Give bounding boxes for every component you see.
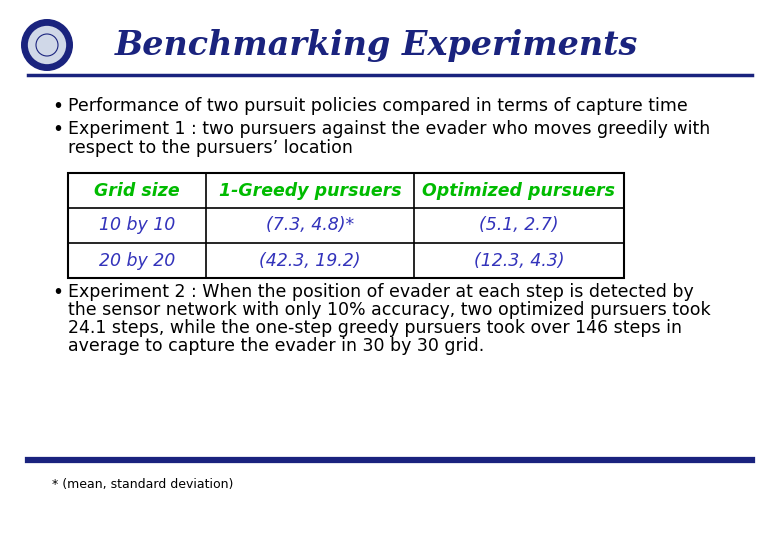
Bar [68,173,624,278]
Text: •: • [52,283,63,302]
Text: * (mean, standard deviation): * (mean, standard deviation) [52,478,233,491]
Text: (5.1, 2.7): (5.1, 2.7) [479,217,558,234]
Text: 20 by 20: 20 by 20 [99,252,176,269]
Text: Performance of two pursuit policies compared in terms of capture time: Performance of two pursuit policies comp… [68,97,688,115]
Text: Experiment 1 : two pursuers against the evader who moves greedily with: Experiment 1 : two pursuers against the … [68,120,711,138]
Text: 24.1 steps, while the one-step greedy pursuers took over 146 steps in: 24.1 steps, while the one-step greedy pu… [68,319,682,337]
Text: 1-Greedy pursuers: 1-Greedy pursuers [218,181,402,199]
Text: (7.3, 4.8)*: (7.3, 4.8)* [266,217,354,234]
Text: (42.3, 19.2): (42.3, 19.2) [259,252,360,269]
Text: average to capture the evader in 30 by 30 grid.: average to capture the evader in 30 by 3… [68,337,484,355]
Text: Grid size: Grid size [94,181,180,199]
Text: 10 by 10: 10 by 10 [99,217,176,234]
Text: Optimized pursuers: Optimized pursuers [423,181,615,199]
Circle shape [21,19,73,71]
Text: respect to the pursuers’ location: respect to the pursuers’ location [68,139,353,157]
Text: Experiment 2 : When the position of evader at each step is detected by: Experiment 2 : When the position of evad… [68,283,693,301]
Circle shape [27,25,67,65]
Text: the sensor network with only 10% accuracy, two optimized pursuers took: the sensor network with only 10% accurac… [68,301,711,319]
Text: •: • [52,97,63,116]
Text: (12.3, 4.3): (12.3, 4.3) [473,252,564,269]
Text: •: • [52,120,63,139]
Text: Benchmarking Experiments: Benchmarking Experiments [115,30,638,63]
